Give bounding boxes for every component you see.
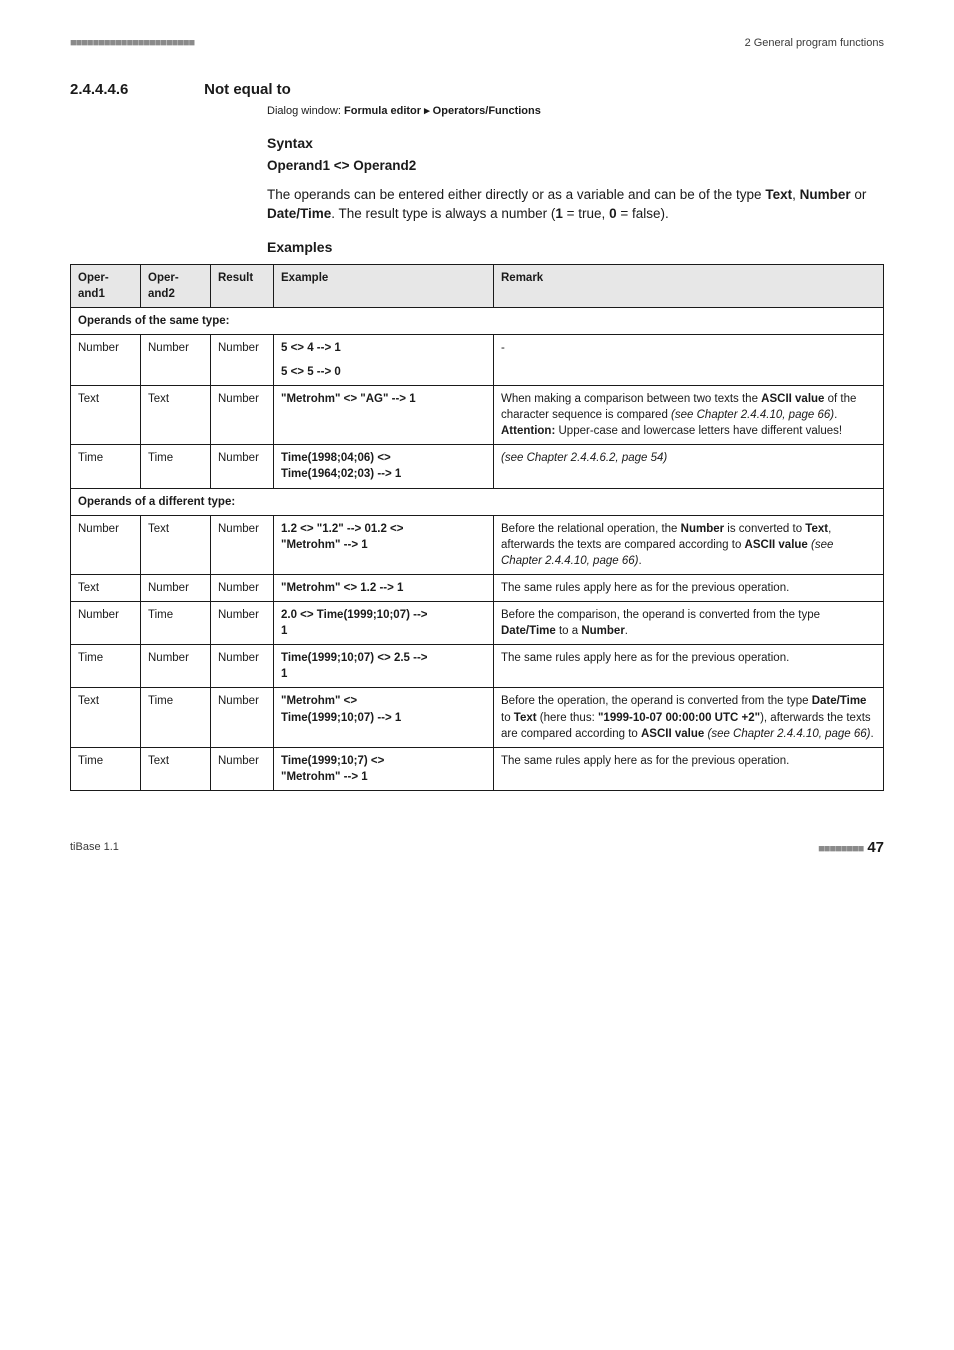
- table-row: Time Number Number Time(1999;10;07) <> 2…: [71, 645, 884, 688]
- section-number: 2.4.4.4.6: [70, 79, 200, 100]
- table-row: Text Number Number "Metrohm" <> 1.2 --> …: [71, 574, 884, 601]
- header-chapter: 2 General program functions: [745, 36, 884, 51]
- table-header-row: Oper-and1 Oper-and2 Result Example Remar…: [71, 264, 884, 307]
- description-paragraph: The operands can be entered either direc…: [267, 186, 884, 224]
- th-operand2: Oper-and2: [141, 264, 211, 307]
- table-row: Text Text Number "Metrohm" <> "AG" --> 1…: [71, 386, 884, 445]
- header-dashes: ■■■■■■■■■■■■■■■■■■■■■■: [70, 36, 194, 51]
- footer-page: ■■■■■■■■47: [818, 837, 884, 858]
- examples-heading: Examples: [267, 238, 884, 258]
- th-operand1: Oper-and1: [71, 264, 141, 307]
- table-row: Text Time Number "Metrohm" <> Time(1999;…: [71, 688, 884, 747]
- table-row: Number Number Number 5 <> 4 --> 1 5 <> 5…: [71, 334, 884, 385]
- table-row: Time Text Number Time(1999;10;7) <> "Met…: [71, 747, 884, 790]
- group-same-type: Operands of the same type:: [71, 307, 884, 334]
- dialog-prefix: Dialog window:: [267, 105, 344, 117]
- table-row: Time Time Number Time(1998;04;06) <> Tim…: [71, 445, 884, 488]
- th-result: Result: [211, 264, 274, 307]
- group-different-type: Operands of a different type:: [71, 488, 884, 515]
- page-footer: tiBase 1.1 ■■■■■■■■47: [70, 837, 884, 858]
- section-title: Not equal to: [204, 81, 291, 98]
- th-example: Example: [274, 264, 494, 307]
- dialog-window-line: Dialog window: Formula editor ▸ Operator…: [267, 104, 884, 119]
- page-header: ■■■■■■■■■■■■■■■■■■■■■■ 2 General program…: [70, 36, 884, 51]
- th-remark: Remark: [494, 264, 884, 307]
- table-row: Number Text Number 1.2 <> "1.2" --> 01.2…: [71, 515, 884, 574]
- table-row: Number Time Number 2.0 <> Time(1999;10;0…: [71, 602, 884, 645]
- section-body: Dialog window: Formula editor ▸ Operator…: [267, 104, 884, 224]
- syntax-line: Operand1 <> Operand2: [267, 157, 884, 176]
- examples-table: Oper-and1 Oper-and2 Result Example Remar…: [70, 264, 884, 791]
- section-heading: 2.4.4.4.6 Not equal to: [70, 79, 884, 100]
- footer-product: tiBase 1.1: [70, 840, 119, 855]
- dialog-path: Formula editor ▸ Operators/Functions: [344, 105, 541, 117]
- syntax-heading: Syntax: [267, 134, 884, 154]
